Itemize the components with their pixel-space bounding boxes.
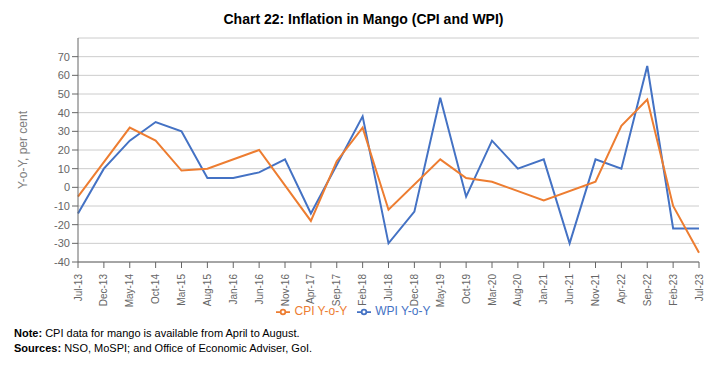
svg-text:-20: -20 (54, 219, 70, 231)
svg-text:Jul-23: Jul-23 (694, 274, 705, 302)
svg-text:Mar-15: Mar-15 (176, 274, 187, 306)
svg-text:60: 60 (58, 69, 70, 81)
svg-text:Dec-18: Dec-18 (409, 274, 420, 307)
html-text:Sources: NSO, MoSPI; and Offic: Sources: NSO, MoSPI; and Office of Econo… (14, 342, 313, 354)
svg-text:Jan-21: Jan-21 (538, 274, 549, 305)
svg-text:70: 70 (58, 51, 70, 63)
svg-text:Oct-14: Oct-14 (150, 274, 161, 304)
svg-text:Mar-20: Mar-20 (487, 274, 498, 306)
svg-text:10: 10 (58, 163, 70, 175)
svg-text:Nov-21: Nov-21 (590, 274, 601, 307)
svg-text:Y-o-Y, per cent: Y-o-Y, per cent (16, 110, 30, 189)
svg-text:30: 30 (58, 125, 70, 137)
svg-text:Feb-23: Feb-23 (668, 274, 679, 306)
svg-text:Feb-18: Feb-18 (357, 274, 368, 306)
svg-text:May-19: May-19 (435, 274, 446, 308)
svg-text:Jan-16: Jan-16 (228, 274, 239, 305)
svg-text:Jul-18: Jul-18 (383, 274, 394, 302)
html-text:Chart 22: Inflation in Mango (: Chart 22: Inflation in Mango (CPI and WP… (223, 11, 504, 27)
svg-text:-30: -30 (54, 237, 70, 249)
svg-text:-40: -40 (54, 256, 70, 268)
svg-text:Dec-13: Dec-13 (98, 274, 109, 307)
html-text:CPI Y-o-Y: CPI Y-o-Y (294, 304, 348, 318)
svg-text:Apr-22: Apr-22 (616, 274, 627, 304)
svg-text:Apr-17: Apr-17 (305, 274, 316, 304)
svg-text:Jun-16: Jun-16 (254, 274, 265, 305)
svg-text:Aug-20: Aug-20 (512, 274, 523, 307)
svg-text:Aug-15: Aug-15 (202, 274, 213, 307)
svg-text:Jul-13: Jul-13 (73, 274, 84, 302)
html-text:Note: CPI data for mango is av: Note: CPI data for mango is available fr… (14, 327, 300, 339)
svg-text:Sep-22: Sep-22 (642, 274, 653, 307)
svg-text:40: 40 (58, 107, 70, 119)
svg-text:0: 0 (64, 181, 70, 193)
svg-text:50: 50 (58, 88, 70, 100)
svg-text:May-14: May-14 (124, 274, 135, 308)
svg-text:Nov-16: Nov-16 (280, 274, 291, 307)
svg-text:Jun-21: Jun-21 (564, 274, 575, 305)
svg-text:Oct-19: Oct-19 (461, 274, 472, 304)
svg-text:-10: -10 (54, 200, 70, 212)
svg-text:20: 20 (58, 144, 70, 156)
svg-text:Sep-17: Sep-17 (331, 274, 342, 307)
html-text:WPI Y-o-Y: WPI Y-o-Y (375, 304, 431, 318)
